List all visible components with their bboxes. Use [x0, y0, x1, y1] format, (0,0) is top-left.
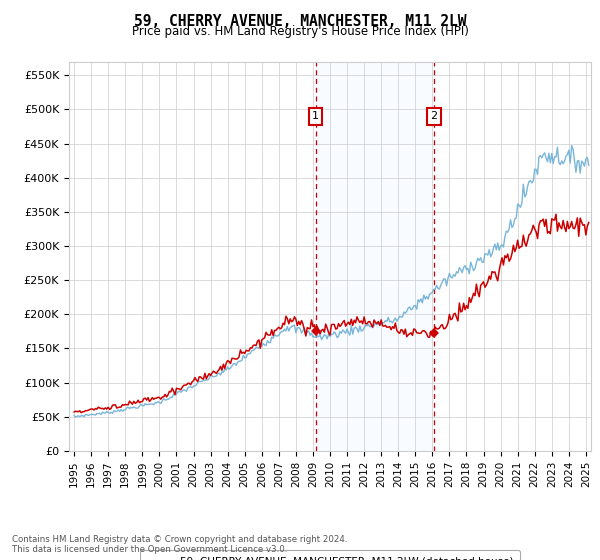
Bar [316, 62, 434, 451]
Text: 59, CHERRY AVENUE, MANCHESTER, M11 2LW: 59, CHERRY AVENUE, MANCHESTER, M11 2LW [134, 14, 466, 29]
Legend: 59, CHERRY AVENUE, MANCHESTER, M11 2LW (detached house), HPI: Average price, det: 59, CHERRY AVENUE, MANCHESTER, M11 2LW (… [140, 550, 520, 560]
Text: Contains HM Land Registry data © Crown copyright and database right 2024.
This d: Contains HM Land Registry data © Crown c… [12, 535, 347, 554]
Text: 2: 2 [430, 111, 437, 121]
Text: Price paid vs. HM Land Registry's House Price Index (HPI): Price paid vs. HM Land Registry's House … [131, 25, 469, 38]
Text: 1: 1 [312, 111, 319, 121]
